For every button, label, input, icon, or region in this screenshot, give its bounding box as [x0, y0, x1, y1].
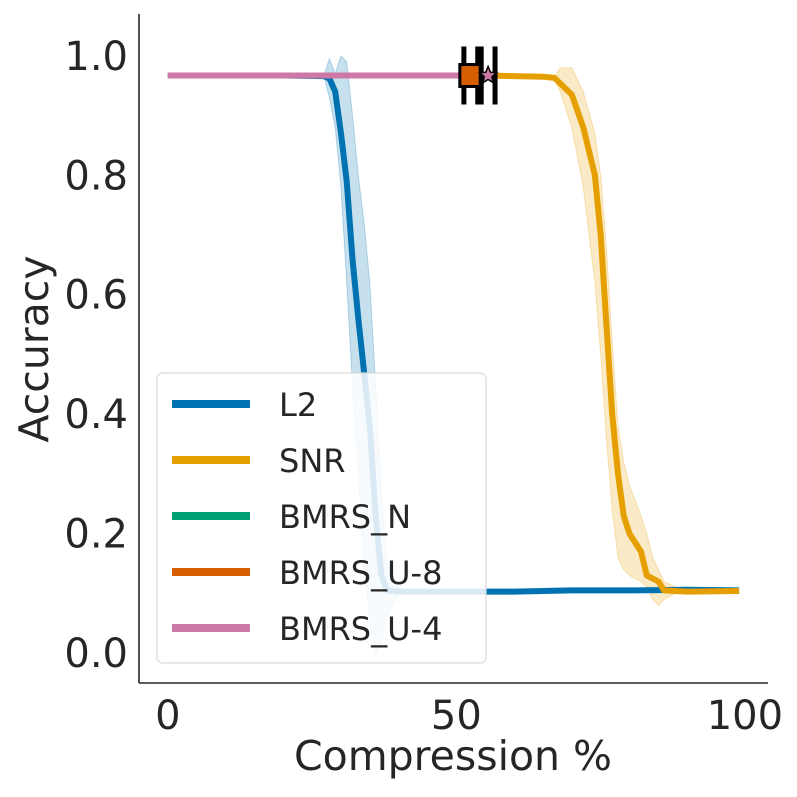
y-tick-label: 0.4 [64, 392, 128, 438]
legend-box [156, 372, 487, 664]
star-marker [477, 64, 499, 85]
x-tick-label: 50 [431, 693, 482, 739]
series-markers [458, 46, 499, 105]
y-tick-label: 0.0 [64, 631, 128, 677]
marker-bmrs-u-8 [458, 46, 484, 105]
legend-label-snr: SNR [279, 442, 345, 480]
y-tick-label: 0.2 [64, 512, 128, 558]
y-tick-labels: 0.0 0.2 0.4 0.6 0.8 1.0 [64, 34, 128, 677]
legend-label-bmrs-n: BMRS_N [279, 498, 411, 536]
marker-bmrs-u-4 [477, 46, 499, 105]
legend: L2 SNR BMRS_N BMRS_U-8 BMRS_U-4 [156, 372, 487, 664]
x-tick-label: 100 [707, 693, 783, 739]
y-axis-label: Accuracy [10, 255, 58, 442]
legend-label-bmrs-u-8: BMRS_U-8 [279, 554, 442, 592]
y-tick-label: 0.8 [64, 153, 128, 199]
band-snr [554, 67, 677, 607]
legend-label-l2: L2 [279, 386, 317, 424]
square-marker [458, 63, 484, 89]
x-tick-labels: 0 50 100 [155, 693, 783, 739]
y-tick-label: 0.6 [64, 273, 128, 319]
x-axis-label: Compression % [294, 732, 612, 780]
x-tick-label: 0 [155, 693, 180, 739]
y-tick-label: 1.0 [64, 34, 128, 80]
legend-label-bmrs-u-4: BMRS_U-4 [279, 610, 442, 648]
